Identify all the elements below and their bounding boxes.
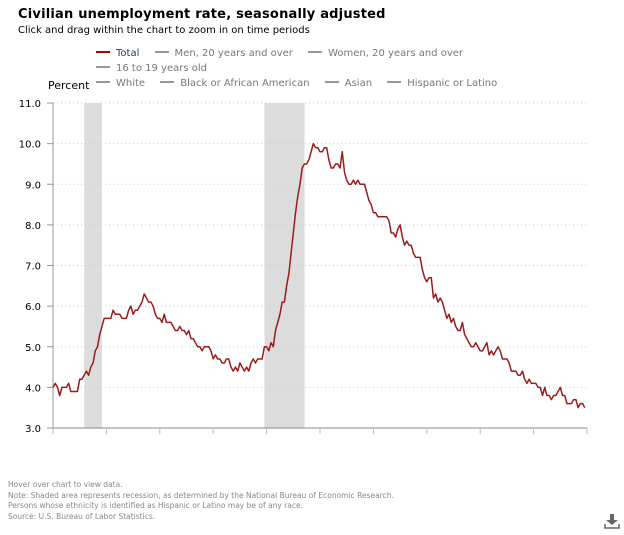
legend-line-icon	[154, 51, 169, 53]
recession-band	[264, 103, 305, 428]
legend-item-women-20-over[interactable]: Women, 20 years and over	[308, 46, 463, 61]
legend: Total Men, 20 years and over Women, 20 y…	[96, 46, 566, 91]
legend-item-black[interactable]: Black or African American	[160, 76, 310, 91]
footer-hover-hint: Hover over chart to view data.	[8, 480, 123, 489]
legend-label: Men, 20 years and over	[174, 48, 293, 59]
y-tick-label: 8.0	[25, 221, 41, 232]
y-tick-label: 7.0	[25, 262, 41, 273]
legend-item-hispanic[interactable]: Hispanic or Latino	[387, 76, 497, 91]
chart-footer: Hover over chart to view data. Note: Sha…	[8, 480, 394, 522]
y-axis-label: Percent	[48, 79, 90, 92]
footer-source: Source: U.S. Bureau of Labor Statistics.	[8, 511, 156, 521]
legend-item-asian[interactable]: Asian	[324, 76, 373, 91]
legend-label: Total	[116, 48, 140, 59]
legend-item-men-20-over[interactable]: Men, 20 years and over	[154, 46, 293, 61]
download-button[interactable]	[603, 512, 621, 530]
legend-line-icon	[96, 66, 110, 68]
legend-item-16-to-19[interactable]: 16 to 19 years old	[96, 61, 207, 76]
y-tick-label: 9.0	[25, 180, 41, 191]
y-tick-label: 11.0	[19, 99, 41, 110]
y-tick-label: 5.0	[25, 343, 41, 354]
legend-line-icon	[96, 81, 110, 83]
legend-line-icon	[324, 81, 339, 83]
footer-recession-note: Note: Shaded area represents recession, …	[8, 490, 394, 500]
y-tick-label: 3.0	[25, 424, 41, 435]
series-line-total	[52, 142, 586, 409]
legend-item-white[interactable]: White	[96, 76, 145, 91]
legend-label: Hispanic or Latino	[407, 78, 498, 89]
y-tick-label: 6.0	[25, 302, 41, 313]
legend-label: Black or African American	[180, 78, 310, 89]
legend-line-icon	[387, 81, 402, 83]
legend-line-icon	[96, 51, 110, 53]
legend-label: Asian	[344, 78, 373, 89]
footer-ethnicity-note: Persons whose ethnicity is identified as…	[8, 501, 303, 510]
download-icon	[604, 514, 620, 529]
legend-label: Women, 20 years and over	[328, 48, 464, 59]
chart-subtitle: Click and drag within the chart to zoom …	[18, 25, 310, 36]
y-tick-label: 4.0	[25, 383, 41, 394]
chart-plot-area[interactable]: 3.0 4.0 5.0 6.0 7.0 8.0 9.0 10.0 11.0	[0, 0, 624, 470]
legend-line-icon	[160, 81, 175, 83]
legend-item-total[interactable]: Total	[96, 46, 139, 61]
legend-label: 16 to 19 years old	[116, 63, 207, 74]
legend-line-icon	[308, 51, 323, 53]
legend-label: White	[116, 78, 146, 89]
chart-title: Civilian unemployment rate, seasonally a…	[18, 7, 386, 22]
y-tick-label: 10.0	[19, 140, 41, 151]
